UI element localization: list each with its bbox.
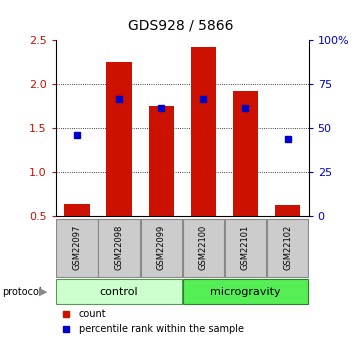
Bar — [183, 279, 308, 304]
Bar — [99, 219, 140, 277]
Bar — [56, 279, 182, 304]
Bar — [106, 62, 132, 216]
Text: ▶: ▶ — [39, 287, 47, 296]
Bar — [64, 204, 90, 216]
Bar — [183, 219, 224, 277]
Bar — [225, 219, 266, 277]
Text: control: control — [100, 287, 138, 296]
Bar — [267, 219, 308, 277]
Bar — [140, 219, 182, 277]
Text: GSM22100: GSM22100 — [199, 225, 208, 270]
Bar — [149, 106, 174, 216]
Text: GSM22102: GSM22102 — [283, 225, 292, 270]
Text: GSM22098: GSM22098 — [115, 225, 123, 270]
Bar — [191, 47, 216, 216]
Text: protocol: protocol — [2, 287, 42, 296]
Text: GSM22097: GSM22097 — [73, 225, 82, 270]
Text: GSM22101: GSM22101 — [241, 225, 250, 270]
Text: microgravity: microgravity — [210, 287, 281, 296]
Text: GSM22099: GSM22099 — [157, 225, 166, 270]
Bar — [233, 91, 258, 216]
Text: GDS928 / 5866: GDS928 / 5866 — [128, 19, 233, 33]
Bar — [275, 205, 300, 216]
Text: percentile rank within the sample: percentile rank within the sample — [79, 324, 244, 334]
Text: count: count — [79, 309, 106, 319]
Bar — [56, 219, 97, 277]
